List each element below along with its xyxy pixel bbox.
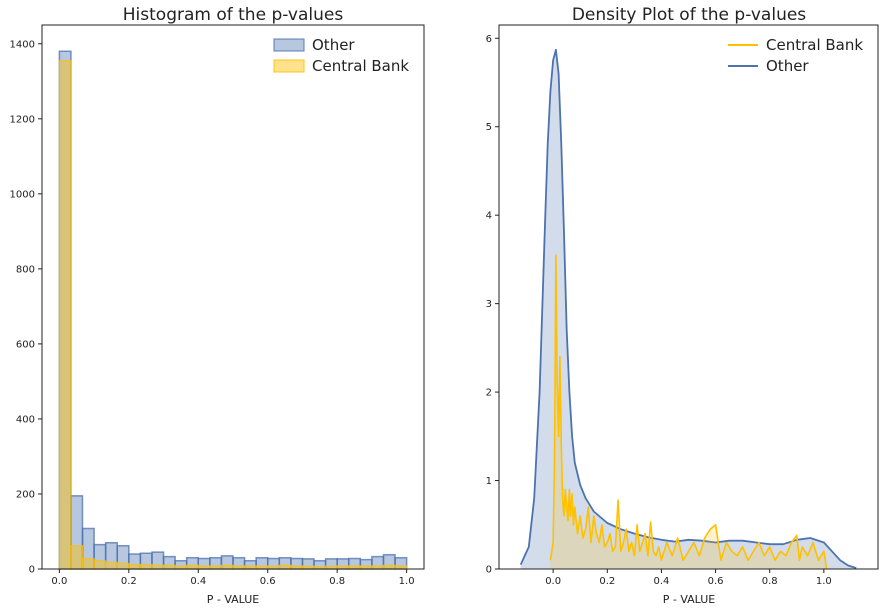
- bar-central-bank: [162, 564, 176, 570]
- density-panel: Density Plot of the p-values 0.0 0.2 0.4 0.…: [486, 5, 879, 606]
- bar-central-bank: [105, 561, 118, 570]
- y-tick-label: 6: [486, 34, 492, 45]
- bar-central-bank: [151, 564, 165, 570]
- bar-central-bank: [382, 564, 396, 570]
- y-tick-label: 1400: [10, 39, 35, 50]
- legend-swatch: [273, 59, 305, 73]
- bar-central-bank: [116, 562, 130, 570]
- legend-swatch: [273, 38, 305, 52]
- x-tick-label: 0.6: [708, 576, 724, 587]
- x-tick-label: 0.8: [329, 576, 345, 587]
- x-tick-label: 1.0: [816, 576, 832, 587]
- y-tick-label: 800: [16, 264, 35, 275]
- y-tick-label: 400: [16, 414, 35, 425]
- bar-central-bank: [278, 564, 292, 570]
- y-tick-label: 1200: [10, 114, 35, 125]
- y-tick-label: 5: [486, 122, 492, 133]
- y-tick-label: 4: [486, 211, 492, 222]
- y-tick-label: 3: [486, 299, 492, 310]
- x-tick-label: 0.4: [653, 576, 669, 587]
- histogram-panel: Histogram of the p-values 0.0 0.2 0.4 0.6 0.…: [10, 5, 425, 606]
- density-line-central-bank: [549, 254, 828, 570]
- plot-frame: [498, 24, 879, 570]
- histogram-bars: [58, 50, 408, 570]
- x-tick-label: 0.8: [762, 576, 778, 587]
- legend-label: Other: [312, 36, 355, 54]
- bar-central-bank: [58, 60, 72, 570]
- x-tick-label: 1.0: [399, 576, 415, 587]
- legend-label: Other: [766, 57, 809, 75]
- density-xlabel: P - VALUE: [663, 593, 716, 606]
- y-tick-label: 2: [486, 388, 492, 399]
- bar-central-bank: [220, 564, 234, 570]
- legend-label: Central Bank: [766, 36, 863, 54]
- y-tick-label: 1000: [10, 189, 35, 200]
- plot-frame: [41, 24, 425, 570]
- histogram-xlabel: P - VALUE: [207, 593, 260, 606]
- histogram-axes: 0.0 0.2 0.4 0.6 0.8 1.0 0 200 400 600 800 1000 1200 1…: [10, 24, 425, 587]
- y-tick-label: 0: [29, 565, 35, 576]
- bar-central-bank: [81, 557, 95, 570]
- bar-central-bank: [70, 545, 84, 570]
- y-tick-label: 1: [486, 476, 492, 487]
- bar-central-bank: [93, 560, 107, 570]
- bar-central-bank: [186, 564, 199, 570]
- histogram-legend: Other Central Bank: [273, 36, 409, 75]
- x-tick-label: 0.6: [260, 576, 276, 587]
- x-tick-label: 0.0: [545, 576, 561, 587]
- bar-central-bank: [139, 563, 153, 570]
- y-tick-label: 200: [16, 489, 35, 500]
- density-fill-other: [520, 49, 857, 570]
- density-line-other: [519, 48, 857, 569]
- x-tick-label: 0.2: [121, 576, 137, 587]
- x-tick-label: 0.4: [190, 576, 206, 587]
- x-tick-label: 0.0: [51, 576, 67, 587]
- density-fill-central-bank: [550, 255, 827, 569]
- density-curves: [519, 48, 857, 570]
- histogram-title: Histogram of the p-values: [123, 5, 344, 25]
- legend-label: Central Bank: [312, 57, 409, 75]
- density-axes: 0.0 0.2 0.4 0.6 0.8 1.0 0 1 2 3 4 5 6: [486, 24, 879, 587]
- x-tick-label: 0.2: [599, 576, 615, 587]
- bar-central-bank: [128, 563, 141, 570]
- density-title: Density Plot of the p-values: [572, 5, 806, 25]
- y-tick-label: 0: [486, 565, 492, 576]
- y-tick-label: 600: [16, 339, 35, 350]
- density-legend: Central Bank Other: [728, 36, 863, 75]
